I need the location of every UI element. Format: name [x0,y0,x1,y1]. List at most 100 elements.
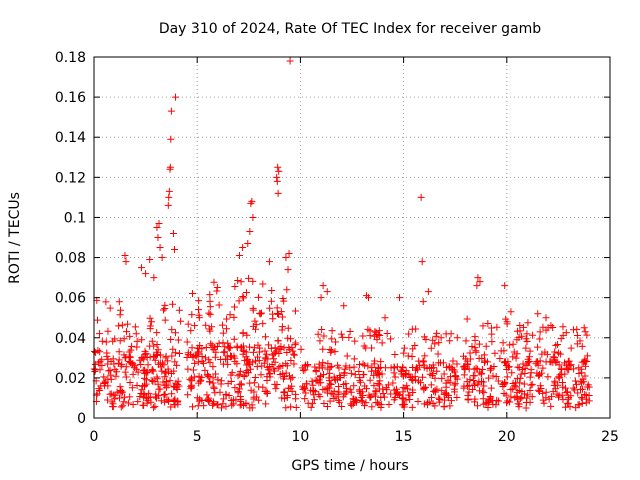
data-point [370,382,378,390]
data-point [507,393,515,401]
data-point [271,358,279,366]
data-point [314,330,322,338]
data-point [145,389,153,397]
data-point [523,361,531,369]
data-point [302,380,310,388]
data-point [254,353,262,361]
data-point [547,402,555,410]
data-point [549,353,557,361]
data-point [521,369,529,377]
data-point [534,343,542,351]
data-point [444,394,452,402]
data-point [252,357,260,365]
data-point [131,323,139,331]
data-point [126,393,134,401]
x-tick-label: 25 [601,429,619,445]
data-point [250,388,258,396]
data-point [154,380,162,388]
data-point [540,399,548,407]
data-point [161,381,169,389]
data-point [438,387,446,395]
data-point [523,394,531,402]
data-point [440,402,448,410]
data-point [327,381,335,389]
data-point [237,343,245,351]
data-point [290,350,298,358]
data-point [413,364,421,372]
data-point [276,362,284,370]
data-point [347,400,355,408]
data-point [101,382,109,390]
axis-ticks: 0 0.02 0.04 0.06 0.08 0.1 0.12 0.14 0.16 0.18 0 5 10… [55,50,619,445]
data-point [558,365,566,373]
data-point [366,327,374,335]
data-point [235,297,243,305]
data-point [121,252,129,260]
data-point [526,386,534,394]
data-point [484,404,492,412]
data-point [170,246,178,254]
data-point [347,369,355,377]
data-point [169,345,177,353]
data-point [307,386,315,394]
data-point [400,349,408,357]
data-point [503,365,511,373]
data-point [264,355,272,363]
data-point [156,385,164,393]
data-point [285,250,293,258]
data-point [124,399,132,407]
data-point [377,401,385,409]
data-point [208,344,216,352]
data-point [139,382,147,390]
data-point [195,297,203,305]
data-point [372,388,380,396]
data-point [191,359,199,367]
data-point [149,367,157,375]
data-point [263,387,271,395]
data-point [335,383,343,391]
data-point [240,401,248,409]
data-point [122,258,130,266]
data-point [578,400,586,408]
data-point [436,395,444,403]
data-point [356,361,364,369]
data-point [542,314,550,322]
data-point [351,371,359,379]
data-point [280,344,288,352]
data-point [575,364,583,372]
data-point [106,390,114,398]
data-point [244,240,252,248]
data-point [205,394,213,402]
data-point [527,369,535,377]
data-point [328,335,336,343]
data-point [239,292,247,300]
data-point [332,338,340,346]
data-point [526,347,534,355]
data-point [357,397,365,405]
data-point [570,365,578,373]
data-point [516,395,524,403]
data-point [348,402,356,410]
data-point [346,364,354,372]
data-point [290,351,298,359]
data-point [233,360,241,368]
data-point [373,336,381,344]
data-point [138,336,146,344]
data-point [248,197,256,205]
data-point [318,364,326,372]
data-point [209,363,217,371]
data-point [166,377,174,385]
data-point [479,387,487,395]
data-point [398,368,406,376]
data-point [493,323,501,331]
data-point [220,395,228,403]
data-point [116,383,124,391]
plot-border [93,56,611,419]
data-point [326,369,334,377]
data-point [237,380,245,388]
data-point [224,360,232,368]
data-point [513,388,521,396]
data-point [368,364,376,372]
data-point [565,366,573,374]
data-point [316,372,324,380]
